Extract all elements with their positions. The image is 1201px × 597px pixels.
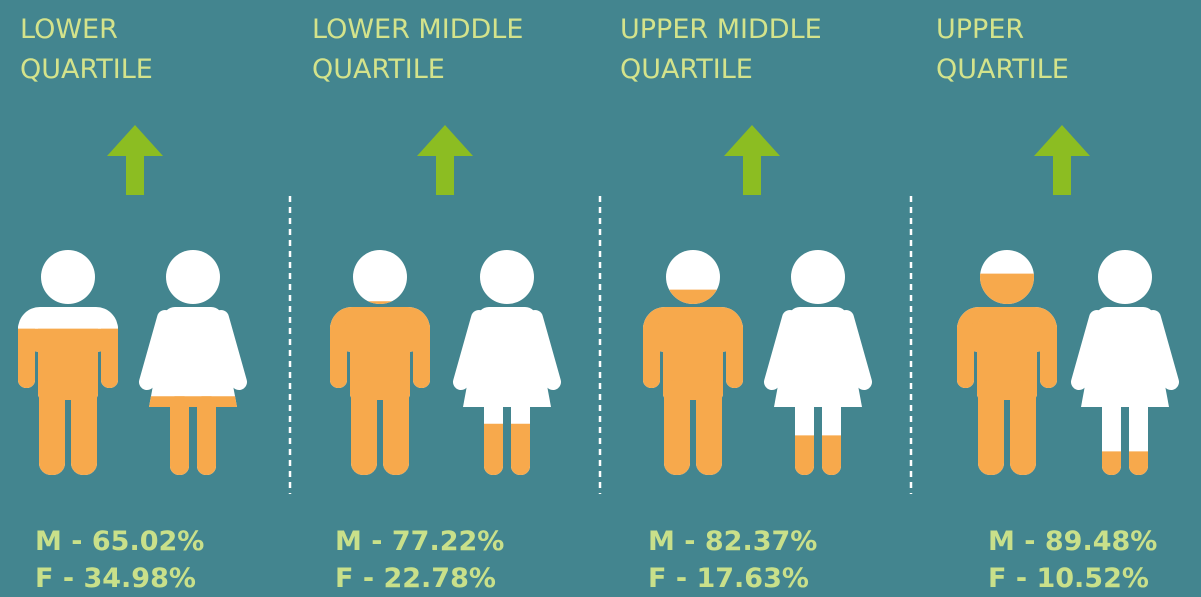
value-label: M - 82.37% bbox=[648, 526, 818, 557]
leg bbox=[383, 380, 409, 475]
arm bbox=[413, 320, 430, 388]
leg bbox=[978, 380, 1004, 475]
leg bbox=[822, 435, 841, 475]
dress bbox=[774, 315, 862, 407]
leg bbox=[39, 380, 65, 475]
value-label: M - 77.22% bbox=[335, 526, 505, 557]
figure-fill bbox=[149, 396, 237, 475]
head bbox=[1098, 250, 1152, 304]
leg bbox=[71, 380, 97, 475]
value-label: F - 17.63% bbox=[648, 563, 809, 594]
figure bbox=[453, 250, 561, 475]
arm bbox=[330, 320, 347, 388]
leg bbox=[1102, 451, 1121, 475]
head bbox=[368, 301, 392, 304]
arm bbox=[1040, 320, 1057, 388]
value-label: F - 10.52% bbox=[988, 563, 1149, 594]
arm bbox=[18, 328, 35, 388]
figure-fill bbox=[795, 435, 841, 475]
head bbox=[41, 250, 95, 304]
dress bbox=[1081, 315, 1169, 407]
arm bbox=[1145, 310, 1179, 390]
dress bbox=[149, 315, 237, 407]
leg bbox=[1010, 380, 1036, 475]
quartile-title: UPPER QUARTILE bbox=[936, 14, 1069, 85]
value-label: M - 89.48% bbox=[988, 526, 1158, 557]
arm bbox=[453, 310, 487, 390]
up-arrow bbox=[417, 125, 473, 195]
arm bbox=[764, 310, 798, 390]
leg bbox=[351, 380, 377, 475]
value-label: F - 22.78% bbox=[335, 563, 496, 594]
figure-fill bbox=[643, 289, 743, 475]
head bbox=[480, 250, 534, 304]
figure bbox=[139, 250, 247, 475]
up-arrow bbox=[724, 125, 780, 195]
leg bbox=[696, 380, 722, 475]
head bbox=[669, 289, 717, 304]
head bbox=[791, 250, 845, 304]
head bbox=[980, 273, 1034, 304]
figure-fill bbox=[18, 328, 118, 475]
arm bbox=[139, 310, 173, 390]
leg bbox=[795, 435, 814, 475]
arm bbox=[838, 310, 872, 390]
figure bbox=[764, 250, 872, 475]
leg bbox=[1129, 451, 1148, 475]
figure-fill bbox=[1102, 451, 1148, 475]
leg bbox=[511, 423, 530, 475]
figure-fill bbox=[330, 301, 430, 475]
arm bbox=[1071, 310, 1105, 390]
up-arrow bbox=[1034, 125, 1090, 195]
quartile-title: UPPER MIDDLE QUARTILE bbox=[620, 14, 822, 85]
figure bbox=[1071, 250, 1179, 475]
up-arrow bbox=[107, 125, 163, 195]
arm bbox=[527, 310, 561, 390]
figure-fill bbox=[957, 273, 1057, 475]
leg bbox=[170, 396, 189, 475]
head bbox=[166, 250, 220, 304]
leg bbox=[664, 380, 690, 475]
leg bbox=[197, 396, 216, 475]
dress bbox=[463, 315, 551, 407]
arm bbox=[101, 328, 118, 388]
value-label: M - 65.02% bbox=[35, 526, 205, 557]
leg bbox=[484, 423, 503, 475]
head bbox=[353, 250, 407, 304]
quartile-title: LOWER MIDDLE QUARTILE bbox=[312, 14, 524, 85]
arm bbox=[957, 320, 974, 388]
arm bbox=[213, 310, 247, 390]
quartile-title: LOWER QUARTILE bbox=[20, 14, 153, 85]
arm bbox=[643, 320, 660, 388]
value-label: F - 34.98% bbox=[35, 563, 196, 594]
arm bbox=[726, 320, 743, 388]
figure-fill bbox=[484, 423, 530, 475]
